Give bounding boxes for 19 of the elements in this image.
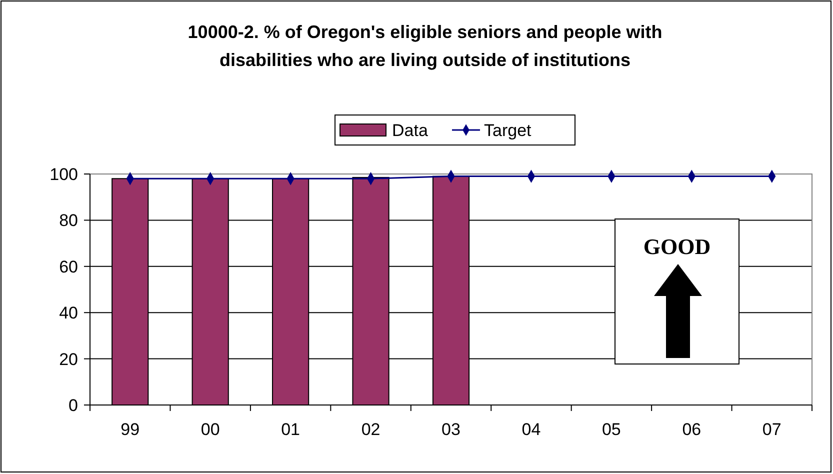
x-tick-label: 00 [200,420,220,439]
y-tick-label: 40 [59,304,78,323]
y-tick-label: 80 [59,211,78,230]
x-tick-label: 04 [522,420,541,439]
y-tick-label: 20 [59,350,78,369]
x-tick-label: 07 [762,420,782,439]
x-tick-label: 06 [682,420,702,439]
y-tick-label: 0 [68,396,78,415]
annotation: GOOD [643,234,711,259]
x-tick-label: 99 [120,420,140,439]
x-tick-label: 03 [442,420,460,439]
x-tick-label: 02 [361,420,380,439]
legend-label: Target [484,120,532,140]
y-tick-label: 60 [59,257,78,276]
chart-title: 10000-2. % of Oregon's eligible seniors and people with disabilities who are living outside of institutions [188,22,662,70]
x-tick-label: 01 [281,420,300,439]
y-tick-label: 100 [50,164,78,184]
legend-label: Data [392,120,428,140]
x-tick-label: 05 [602,420,621,439]
